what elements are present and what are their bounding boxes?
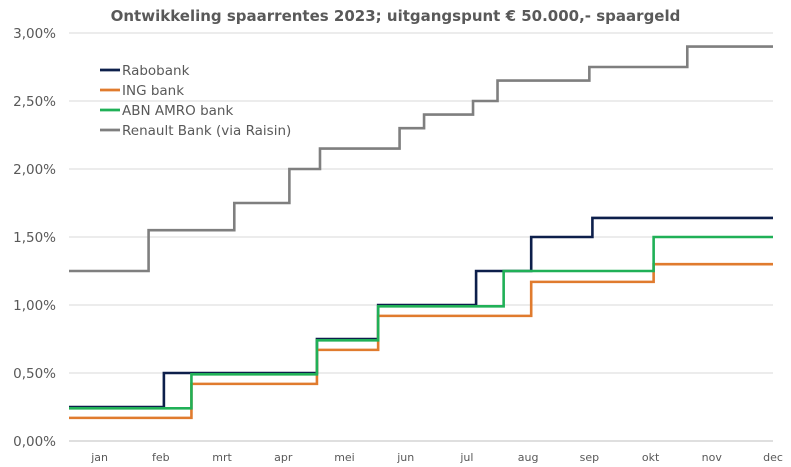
series-line-renault-bank-via-raisin [69, 45, 773, 273]
series-line-ing-bank [69, 262, 773, 420]
x-tick-label: jan [90, 451, 108, 464]
x-tick-label: okt [642, 451, 660, 464]
y-tick-label: 3,00% [13, 26, 56, 42]
x-tick-label: sep [580, 451, 599, 464]
y-tick-label: 2,50% [13, 94, 56, 110]
x-tick-label: apr [274, 451, 293, 464]
y-tick-label: 1,50% [13, 230, 56, 246]
x-tick-label: feb [152, 451, 170, 464]
legend-label: ING bank [122, 83, 184, 99]
x-tick-label: mei [334, 451, 355, 464]
y-tick-label: 1,00% [13, 298, 56, 314]
y-tick-label: 0,50% [13, 366, 56, 382]
legend-label: Renault Bank (via Raisin) [122, 123, 291, 139]
x-tick-label: jun [396, 451, 414, 464]
x-tick-label: jul [459, 451, 473, 464]
series-line-rabobank [69, 216, 773, 409]
chart-title: Ontwikkeling spaarrentes 2023; uitgangsp… [110, 7, 681, 25]
x-tick-label: nov [702, 451, 723, 464]
legend-label: ABN AMRO bank [122, 103, 233, 119]
x-tick-label: dec [763, 451, 783, 464]
legend-label: Rabobank [122, 63, 190, 79]
x-tick-label: aug [518, 451, 539, 464]
series-line-abn-amro-bank [69, 235, 773, 410]
y-tick-label: 2,00% [13, 162, 56, 178]
x-tick-label: mrt [212, 451, 232, 464]
y-tick-label: 0,00% [13, 434, 56, 450]
